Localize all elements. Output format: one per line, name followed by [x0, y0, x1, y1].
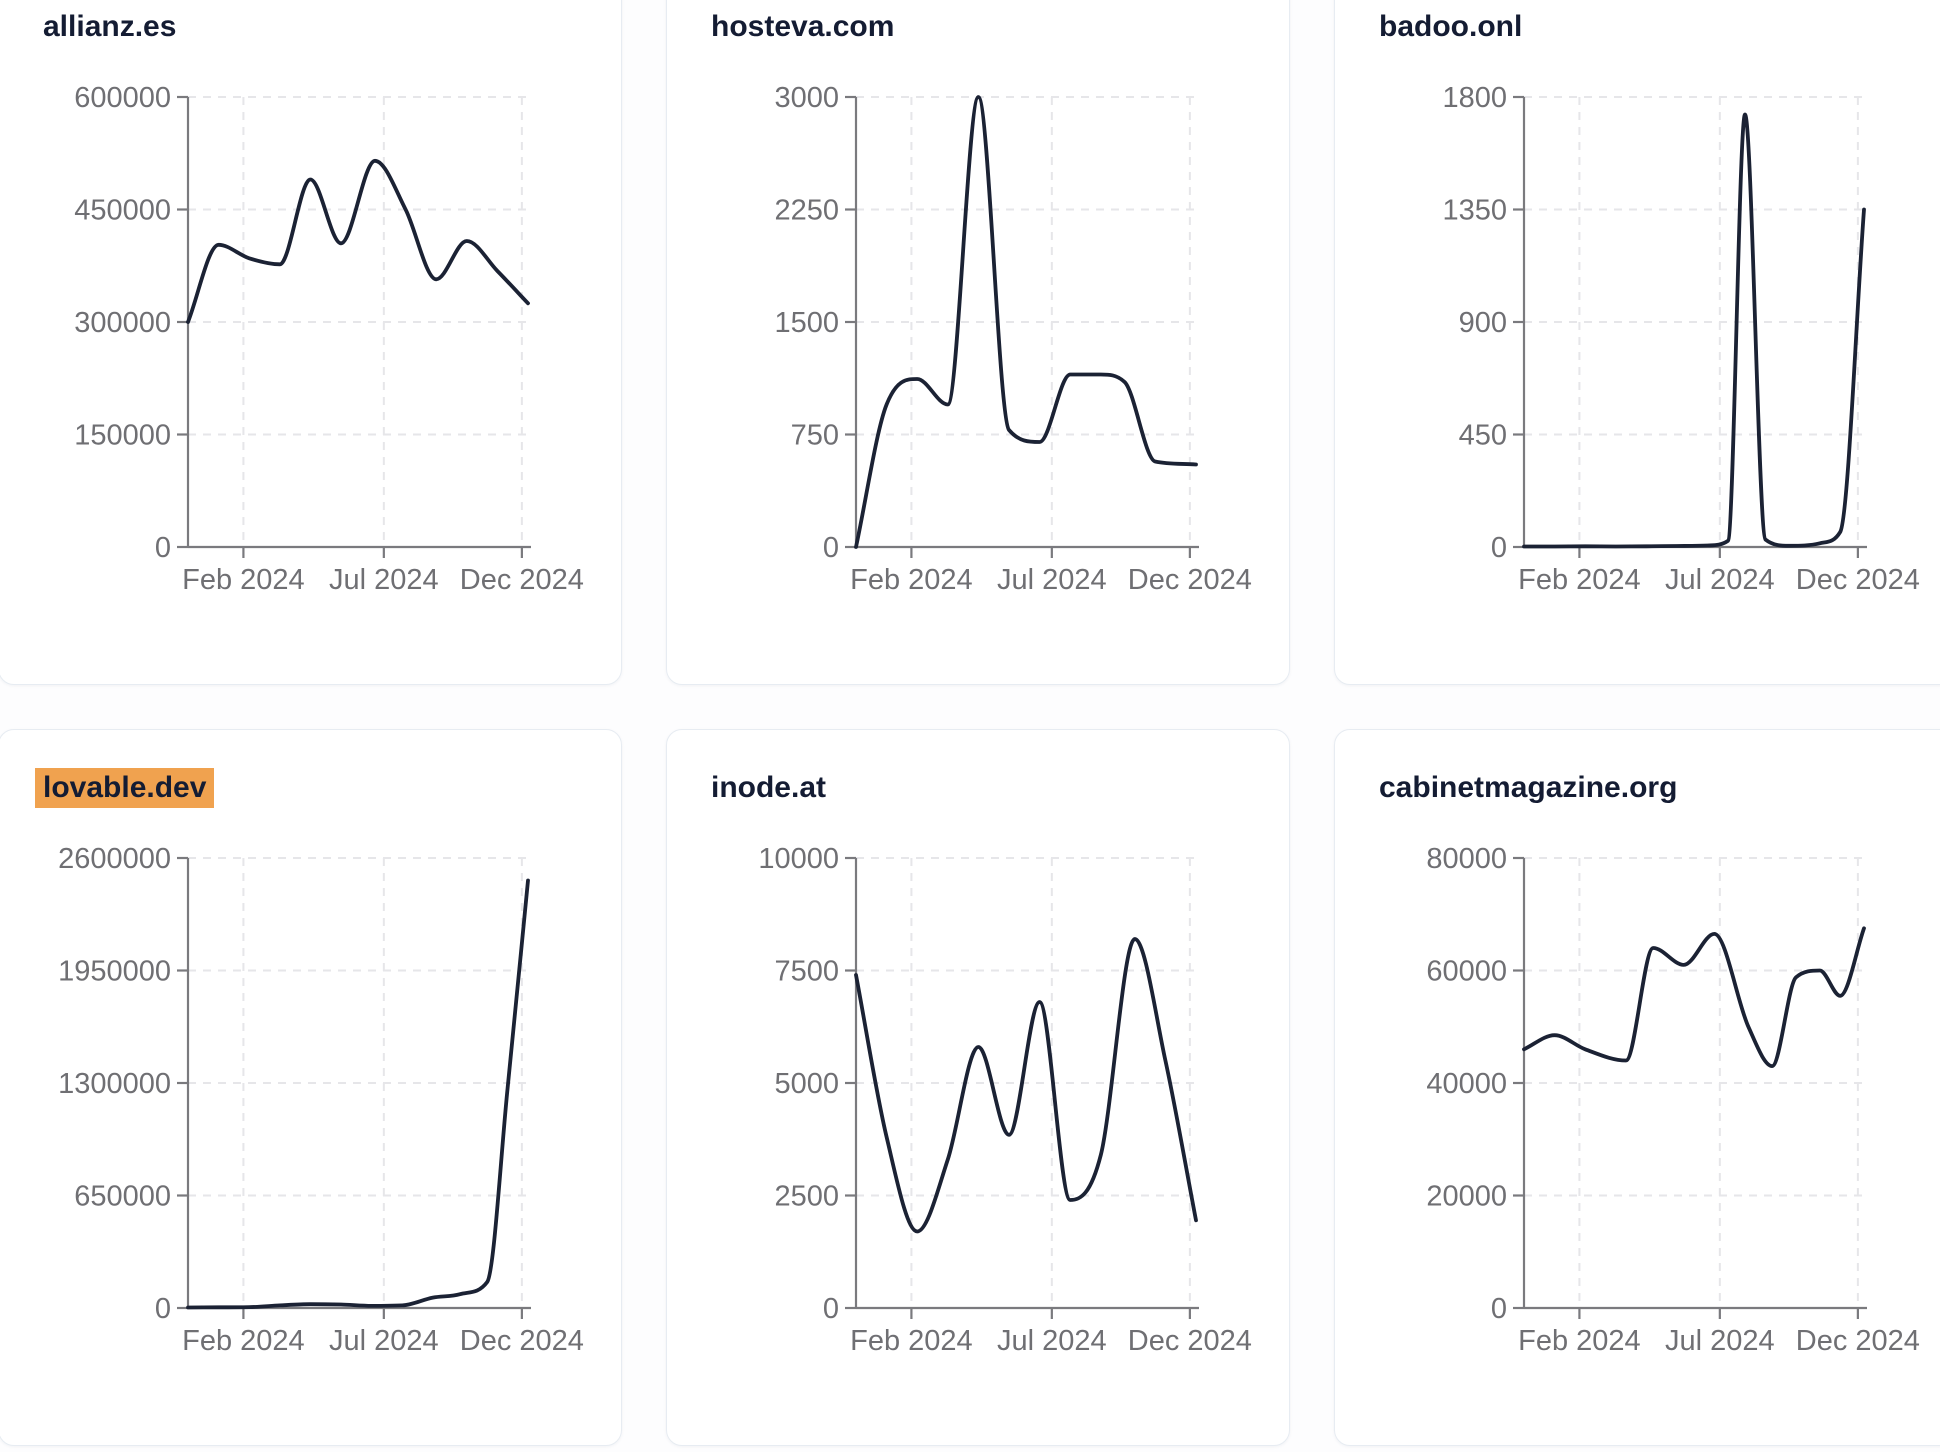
y-tick-label: 40000	[1426, 1068, 1507, 1100]
y-tick-label: 0	[155, 1293, 171, 1325]
y-tick-label: 3000	[774, 82, 839, 114]
traffic-line-chart: 1800 1350 900 450 0 Feb 2024 Jul 2024 Dec 2024	[1442, 82, 1920, 596]
trend-line	[854, 95, 1198, 549]
trend-line	[186, 878, 530, 1310]
domain-chart-card: allianz.es 600000 450000 300000 150000 0 Feb …	[0, 0, 622, 685]
x-tick-label: Feb 2024	[182, 1325, 305, 1357]
x-tick-label: Feb 2024	[850, 564, 973, 596]
x-axis: Feb 2024 Jul 2024 Dec 2024	[182, 545, 584, 596]
y-axis: 600000 450000 300000 150000 0	[74, 82, 190, 564]
y-tick-label: 10000	[758, 843, 839, 875]
y-tick-label: 0	[1491, 1293, 1507, 1325]
grid-lines	[856, 96, 1196, 547]
y-axis: 10000 7500 5000 2500 0	[758, 843, 858, 1325]
y-tick-label: 600000	[74, 82, 171, 114]
traffic-line-chart: 3000 2250 1500 750 0 Feb 2024 Jul 2024 Dec 2024	[774, 82, 1252, 596]
x-tick-label: Jul 2024	[329, 1325, 439, 1357]
y-tick-label: 750	[791, 420, 839, 452]
domain-chart-card: lovable.dev 2600000 1950000 1300000 650000 0…	[0, 729, 622, 1446]
x-axis: Feb 2024 Jul 2024 Dec 2024	[850, 1306, 1252, 1357]
chart-title-domain[interactable]: inode.at	[711, 771, 827, 804]
x-tick-label: Dec 2024	[1128, 1325, 1252, 1357]
y-tick-label: 0	[823, 532, 839, 564]
y-tick-label: 1350	[1442, 195, 1507, 227]
y-tick-label: 450	[1459, 420, 1507, 452]
x-tick-label: Feb 2024	[182, 564, 305, 596]
trend-line	[854, 937, 1198, 1234]
y-tick-label: 2500	[774, 1181, 839, 1213]
chart-title-domain[interactable]: cabinetmagazine.org	[1379, 771, 1678, 804]
y-tick-label: 2250	[774, 195, 839, 227]
domain-chart-card: badoo.onl 1800 1350 900 450 0 Feb 2024 Jul 202…	[1334, 0, 1940, 685]
y-tick-label: 60000	[1426, 956, 1507, 988]
y-tick-label: 0	[823, 1293, 839, 1325]
grid-lines	[188, 857, 528, 1308]
chart-title-domain[interactable]: badoo.onl	[1379, 10, 1523, 43]
y-tick-label: 2600000	[58, 843, 171, 875]
x-tick-label: Feb 2024	[850, 1325, 973, 1357]
y-tick-label: 900	[1459, 307, 1507, 339]
y-tick-label: 5000	[774, 1068, 839, 1100]
x-tick-label: Dec 2024	[1796, 564, 1920, 596]
y-tick-label: 7500	[774, 956, 839, 988]
y-tick-label: 1800	[1442, 82, 1507, 114]
y-tick-label: 1950000	[58, 956, 171, 988]
grid-lines	[1524, 857, 1864, 1308]
y-axis: 3000 2250 1500 750 0	[774, 82, 858, 564]
traffic-line-chart: 600000 450000 300000 150000 0 Feb 2024 Jul 202…	[74, 82, 584, 596]
x-tick-label: Feb 2024	[1518, 564, 1641, 596]
trend-line	[1522, 926, 1866, 1068]
grid-lines	[1524, 96, 1864, 547]
y-tick-label: 20000	[1426, 1181, 1507, 1213]
x-axis: Feb 2024 Jul 2024 Dec 2024	[1518, 545, 1920, 596]
grid-lines	[188, 96, 528, 547]
x-tick-label: Feb 2024	[1518, 1325, 1641, 1357]
x-tick-label: Jul 2024	[329, 564, 439, 596]
x-tick-label: Dec 2024	[1128, 564, 1252, 596]
y-axis: 80000 60000 40000 20000 0	[1426, 843, 1526, 1325]
x-tick-label: Jul 2024	[997, 1325, 1107, 1357]
x-tick-label: Jul 2024	[997, 564, 1107, 596]
x-tick-label: Dec 2024	[460, 564, 584, 596]
y-tick-label: 0	[155, 532, 171, 564]
y-tick-label: 80000	[1426, 843, 1507, 875]
x-axis: Feb 2024 Jul 2024 Dec 2024	[182, 1306, 584, 1357]
grid-lines	[856, 857, 1196, 1308]
trend-line	[186, 158, 530, 324]
traffic-line-chart: 80000 60000 40000 20000 0 Feb 2024 Jul 2024 Dec…	[1426, 843, 1920, 1357]
y-tick-label: 1300000	[58, 1068, 171, 1100]
traffic-line-chart: 10000 7500 5000 2500 0 Feb 2024 Jul 2024 Dec 20…	[758, 843, 1252, 1357]
trend-line	[1522, 112, 1866, 549]
y-tick-label: 650000	[74, 1181, 171, 1213]
chart-title-domain[interactable]: allianz.es	[43, 10, 177, 43]
domain-chart-card: inode.at 10000 7500 5000 2500 0 Feb 2024 Jul 2…	[666, 729, 1290, 1446]
y-axis: 2600000 1950000 1300000 650000 0	[58, 843, 190, 1325]
y-axis: 1800 1350 900 450 0	[1442, 82, 1526, 564]
x-tick-label: Jul 2024	[1665, 1325, 1775, 1357]
y-tick-label: 0	[1491, 532, 1507, 564]
y-tick-label: 300000	[74, 307, 171, 339]
x-tick-label: Dec 2024	[1796, 1325, 1920, 1357]
y-tick-label: 450000	[74, 195, 171, 227]
domain-chart-card: hosteva.com 3000 2250 1500 750 0 Feb 2024 Jul …	[666, 0, 1290, 685]
y-tick-label: 150000	[74, 420, 171, 452]
chart-title-domain[interactable]: hosteva.com	[711, 10, 895, 43]
x-tick-label: Jul 2024	[1665, 564, 1775, 596]
y-tick-label: 1500	[774, 307, 839, 339]
chart-title-domain[interactable]: lovable.dev	[35, 768, 215, 808]
domain-chart-card: cabinetmagazine.org 80000 60000 40000 20000…	[1334, 729, 1940, 1446]
x-axis: Feb 2024 Jul 2024 Dec 2024	[1518, 1306, 1920, 1357]
traffic-line-chart: 2600000 1950000 1300000 650000 0 Feb 2024 Jul …	[58, 843, 584, 1357]
x-tick-label: Dec 2024	[460, 1325, 584, 1357]
x-axis: Feb 2024 Jul 2024 Dec 2024	[850, 545, 1252, 596]
